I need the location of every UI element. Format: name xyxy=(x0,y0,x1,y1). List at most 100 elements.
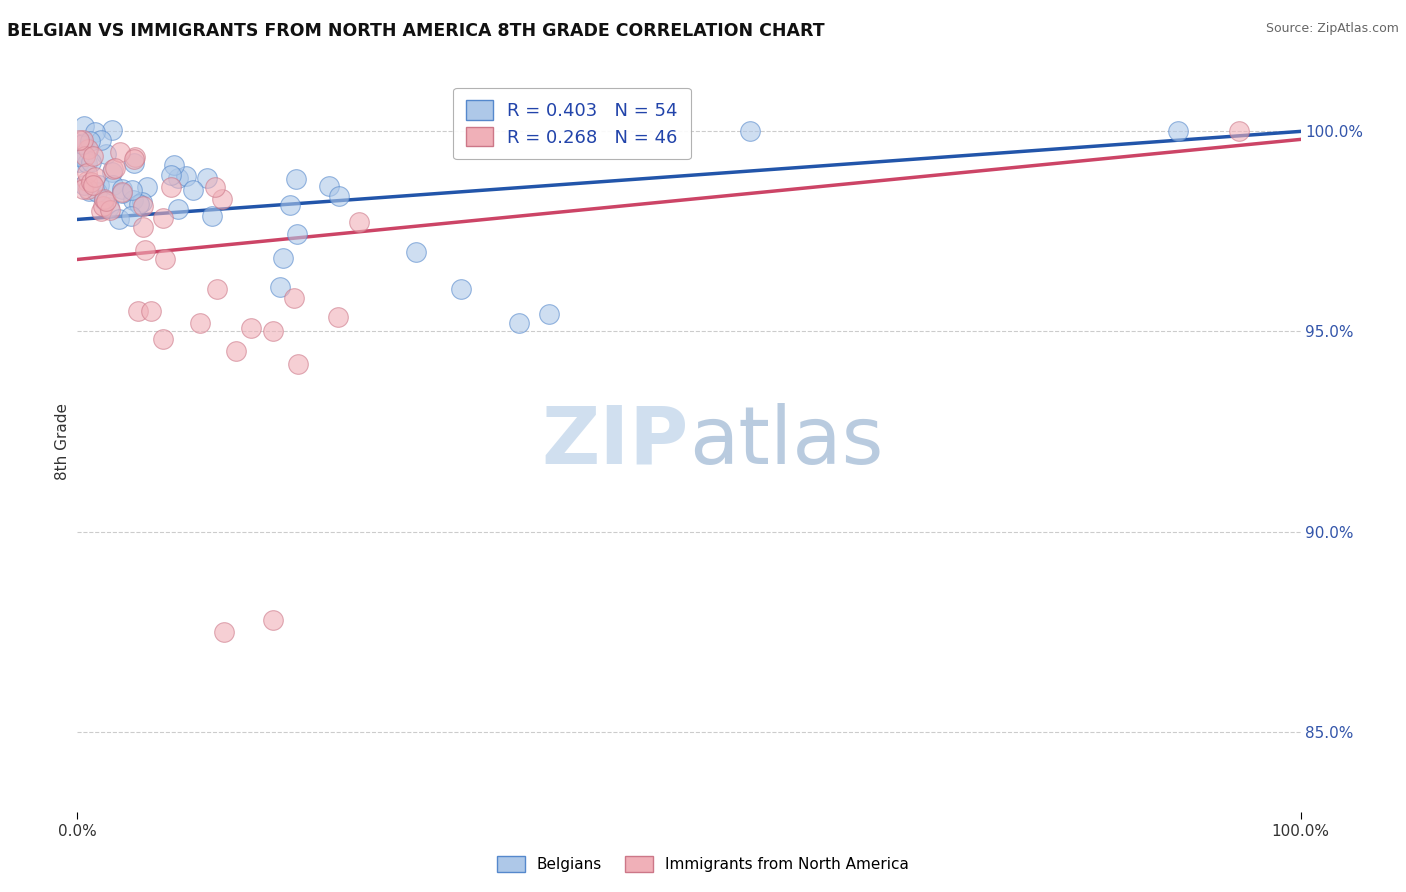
Point xyxy=(278,198,301,212)
Point xyxy=(91,199,114,213)
Point xyxy=(262,325,284,339)
Point xyxy=(101,178,124,193)
Point xyxy=(67,155,90,169)
Point xyxy=(188,317,211,331)
Point xyxy=(318,179,340,194)
Point xyxy=(508,316,530,330)
Point xyxy=(86,185,108,199)
Point xyxy=(450,282,472,296)
Text: atlas: atlas xyxy=(689,402,883,481)
Point xyxy=(262,613,284,627)
Point xyxy=(76,182,98,196)
Point xyxy=(101,165,124,179)
Point xyxy=(122,156,145,170)
Point xyxy=(94,194,117,208)
Point xyxy=(174,169,197,183)
Point xyxy=(72,133,94,147)
Point xyxy=(120,209,142,223)
Point xyxy=(132,220,155,235)
Point xyxy=(76,156,98,170)
Point xyxy=(405,245,427,260)
Point xyxy=(80,176,103,190)
Point xyxy=(195,171,218,186)
Point xyxy=(83,125,105,139)
Point xyxy=(79,134,101,148)
Point xyxy=(70,136,93,151)
Point xyxy=(134,244,156,258)
Point xyxy=(67,133,90,147)
Point xyxy=(128,196,150,211)
Text: Source: ZipAtlas.com: Source: ZipAtlas.com xyxy=(1265,22,1399,36)
Point xyxy=(76,174,98,188)
Point xyxy=(287,357,309,371)
Point xyxy=(87,178,110,193)
Point xyxy=(1167,124,1189,138)
Point xyxy=(163,158,186,172)
Point xyxy=(76,166,98,180)
Point xyxy=(328,189,350,203)
Point xyxy=(212,624,235,639)
Point xyxy=(84,170,107,185)
Point xyxy=(131,194,153,209)
Point xyxy=(72,181,94,195)
Point xyxy=(67,149,90,163)
Legend: Belgians, Immigrants from North America: Belgians, Immigrants from North America xyxy=(489,848,917,880)
Text: ZIP: ZIP xyxy=(541,402,689,481)
Point xyxy=(167,171,190,186)
Point xyxy=(166,202,188,216)
Point xyxy=(283,291,305,305)
Text: BELGIAN VS IMMIGRANTS FROM NORTH AMERICA 8TH GRADE CORRELATION CHART: BELGIAN VS IMMIGRANTS FROM NORTH AMERICA… xyxy=(7,22,825,40)
Point xyxy=(271,252,294,266)
Legend: R = 0.403   N = 54, R = 0.268   N = 46: R = 0.403 N = 54, R = 0.268 N = 46 xyxy=(453,87,690,159)
Point xyxy=(538,307,561,321)
Point xyxy=(211,192,233,206)
Point xyxy=(73,178,96,193)
Point xyxy=(82,178,104,192)
Y-axis label: 8th Grade: 8th Grade xyxy=(55,403,70,480)
Point xyxy=(90,203,112,218)
Point xyxy=(73,136,96,150)
Point xyxy=(80,154,103,169)
Point xyxy=(101,162,124,177)
Point xyxy=(181,183,204,197)
Point xyxy=(152,211,174,226)
Point xyxy=(96,147,118,161)
Point xyxy=(285,227,308,242)
Point xyxy=(75,149,97,163)
Point xyxy=(122,152,145,166)
Point xyxy=(201,209,224,223)
Point xyxy=(136,179,159,194)
Point xyxy=(160,169,183,183)
Point xyxy=(108,211,131,226)
Point xyxy=(269,279,291,293)
Point xyxy=(121,183,143,197)
Point xyxy=(76,142,98,156)
Point xyxy=(110,186,132,201)
Point xyxy=(239,321,262,335)
Point xyxy=(127,304,149,318)
Point xyxy=(101,123,124,137)
Point xyxy=(73,120,96,134)
Point xyxy=(111,182,134,196)
Point xyxy=(152,333,174,347)
Point xyxy=(98,202,121,217)
Point xyxy=(79,184,101,198)
Point xyxy=(98,200,121,214)
Point xyxy=(155,252,177,266)
Point xyxy=(72,149,94,163)
Point xyxy=(328,310,350,324)
Point xyxy=(122,193,145,207)
Point xyxy=(104,161,127,176)
Point xyxy=(740,124,762,138)
Point xyxy=(285,171,308,186)
Point xyxy=(124,150,146,164)
Point xyxy=(110,145,132,160)
Point xyxy=(111,186,134,200)
Point xyxy=(225,344,247,359)
Point xyxy=(347,215,370,229)
Point xyxy=(93,194,115,208)
Point xyxy=(160,180,183,194)
Point xyxy=(1229,124,1251,138)
Point xyxy=(139,304,162,318)
Point xyxy=(82,149,104,163)
